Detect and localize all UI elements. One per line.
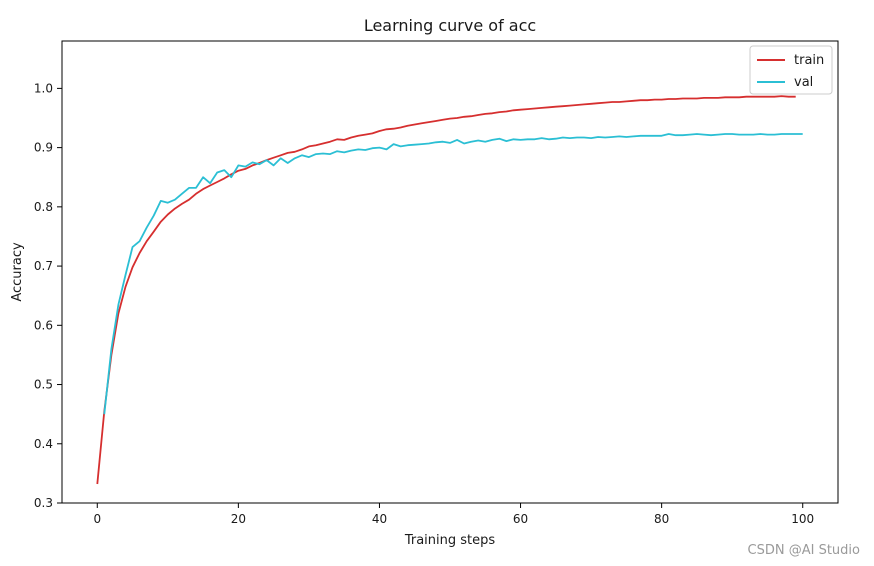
y-tick-label: 0.6 [34,318,53,332]
series-line-val [103,133,803,415]
y-tick-label: 0.4 [34,437,53,451]
x-tick-label: 40 [372,512,387,526]
chart-title: Learning curve of acc [364,16,536,35]
legend-label-val: val [794,75,813,90]
x-tick-label: 60 [513,512,528,526]
series-line-train [96,95,796,485]
plot-area [61,40,839,504]
x-tick-label: 100 [791,512,814,526]
y-axis: 0.3 0.4 0.5 0.6 0.7 0.8 0.9 1.0 [34,81,62,510]
x-tick-label: 80 [654,512,669,526]
x-axis-label: Training steps [404,533,496,548]
y-axis-label: Accuracy [10,242,25,302]
y-tick-label: 1.0 [34,81,53,95]
y-tick-label: 0.5 [34,378,53,392]
x-tick-label: 20 [231,512,246,526]
series-lines [96,95,803,485]
y-tick-label: 0.3 [34,496,53,510]
y-tick-label: 0.9 [34,141,53,155]
x-axis: 0 20 40 60 80 100 [93,503,814,526]
legend: train val [749,45,833,95]
x-tick-label: 0 [93,512,101,526]
watermark: CSDN @AI Studio [747,543,860,558]
y-tick-label: 0.8 [34,200,53,214]
y-tick-label: 0.7 [34,259,53,273]
legend-label-train: train [794,53,824,68]
